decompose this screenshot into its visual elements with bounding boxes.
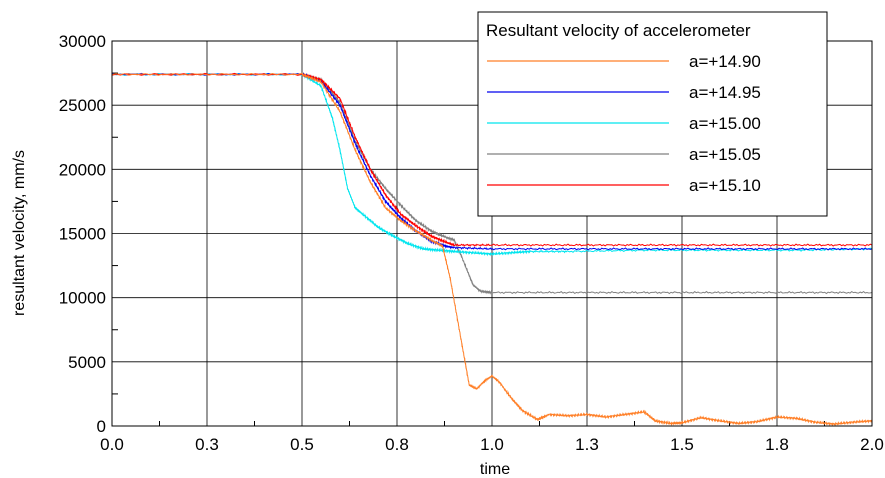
legend-label-1: a=+14.90 — [689, 52, 761, 71]
series-line-4 — [111, 72, 873, 295]
x-tick-label: 0.8 — [385, 435, 409, 454]
legend-label-3: a=+15.00 — [689, 114, 761, 133]
legend: Resultant velocity of accelerometer a=+1… — [477, 11, 828, 217]
y-tick-labels: 0 5000 10000 15000 20000 25000 30000 — [59, 32, 106, 436]
y-tick-label: 20000 — [59, 160, 106, 179]
x-tick-label: 1.0 — [480, 435, 504, 454]
series-line-3 — [111, 72, 873, 257]
x-tick-label: 1.3 — [575, 435, 599, 454]
x-tick-label: 1.5 — [670, 435, 694, 454]
legend-label-4: a=+15.05 — [689, 145, 761, 164]
y-tick-label: 0 — [97, 417, 106, 436]
series-layer — [111, 72, 873, 427]
x-tick-label: 1.8 — [765, 435, 789, 454]
x-tick-label: 0.3 — [195, 435, 219, 454]
y-tick-label: 25000 — [59, 96, 106, 115]
legend-label-5: a=+15.10 — [689, 176, 761, 195]
x-axis-title: time — [480, 461, 510, 478]
x-tick-labels: 0.0 0.3 0.5 0.8 1.0 1.3 1.5 1.8 2.0 — [100, 435, 884, 454]
x-tick-label: 0.5 — [290, 435, 314, 454]
legend-label-2: a=+14.95 — [689, 83, 761, 102]
legend-title: Resultant velocity of accelerometer — [486, 21, 751, 40]
x-tick-label: 2.0 — [860, 435, 884, 454]
legend-items: a=+14.90 a=+14.95 a=+15.00 a=+15.05 a=+15.10 — [487, 52, 761, 195]
series-line-1 — [111, 72, 873, 427]
y-tick-label: 15000 — [59, 225, 106, 244]
x-tick-label: 0.0 — [100, 435, 124, 454]
minor-ticks — [112, 72, 825, 426]
y-tick-label: 30000 — [59, 32, 106, 51]
y-tick-label: 10000 — [59, 289, 106, 308]
y-tick-label: 5000 — [68, 353, 106, 372]
series-line-5 — [111, 72, 873, 247]
legend-box — [477, 11, 828, 217]
y-axis-title: resultant velocity, mm/s — [11, 150, 28, 316]
